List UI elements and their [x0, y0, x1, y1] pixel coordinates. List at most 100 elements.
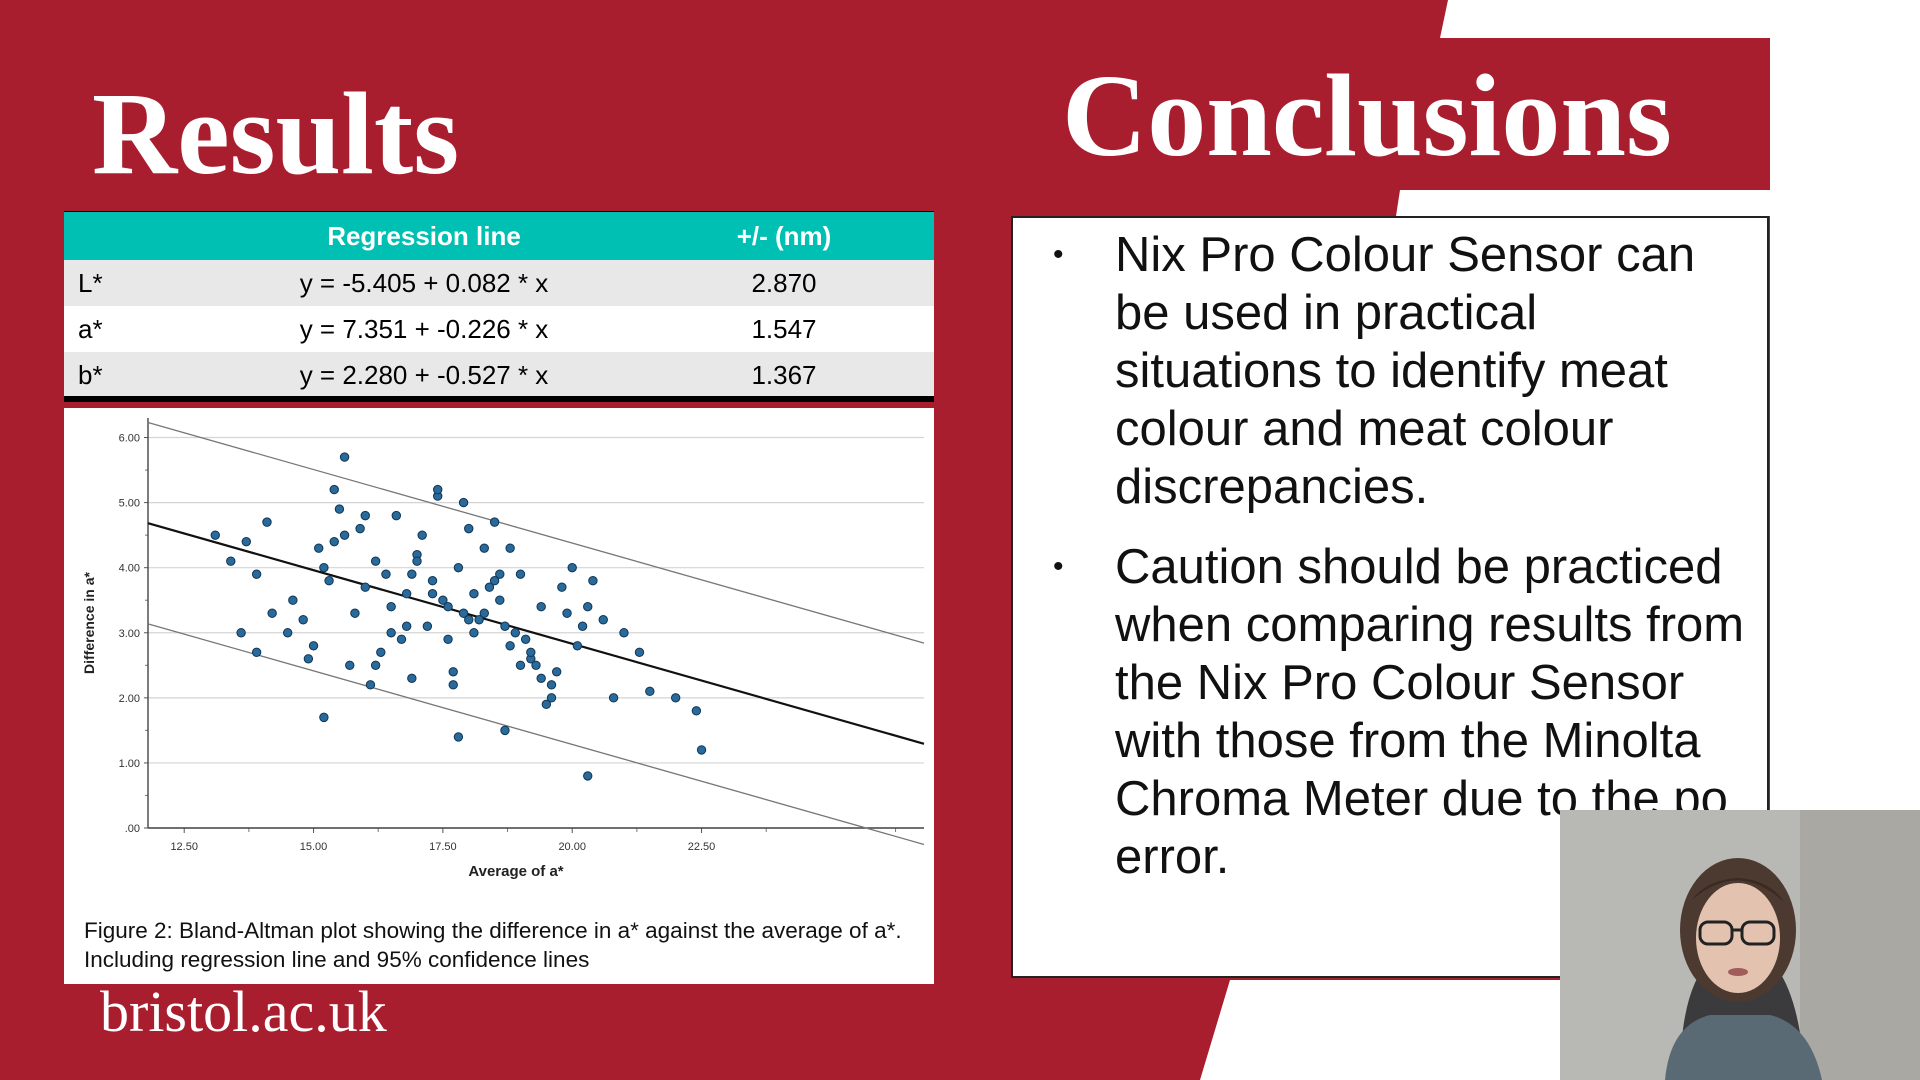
scatter-point: [433, 484, 443, 495]
scatter-point: [546, 680, 557, 690]
scatter-point: [288, 595, 298, 605]
scatter-point: [495, 595, 505, 605]
scatter-point: [479, 608, 489, 618]
scatter-point: [417, 530, 427, 540]
conclusion-bullet: • Nix Pro Colour Sensor can be used in pr…: [1033, 226, 1753, 516]
row-equation: y = 2.280 + -0.527 * x: [299, 359, 549, 390]
scatter-point: [381, 569, 391, 579]
figure-caption: Figure 2: Bland-Altman plot showing the …: [84, 918, 902, 972]
y-tick-label: 4.00: [119, 563, 140, 575]
scatter-point: [464, 523, 474, 534]
scatter-point: [500, 621, 510, 631]
scatter-point: [536, 673, 546, 684]
webcam-overlay: [1560, 810, 1920, 1080]
bullet-dot: •: [1053, 550, 1064, 583]
scatter-point: [453, 562, 464, 573]
y-tick-label: 5.00: [119, 498, 140, 510]
scatter-point: [355, 523, 365, 534]
scatter-point: [401, 621, 412, 631]
scatter-point: [608, 693, 619, 703]
scatter-point: [458, 497, 469, 508]
scatter-point: [251, 647, 262, 657]
scatter-point: [376, 647, 386, 657]
scatter-point: [391, 510, 402, 521]
scatter-point: [520, 634, 531, 644]
scatter-point: [583, 771, 593, 781]
y-tick-label: 3.00: [119, 628, 140, 640]
scatter-point: [370, 660, 381, 671]
x-tick-label: 17.50: [429, 841, 457, 853]
scatter-point: [505, 641, 515, 651]
scatter-point: [407, 673, 417, 684]
scatter-point: [448, 680, 458, 690]
table-header-row: Regression line +/- (nm): [64, 212, 934, 260]
scatter-point: [350, 608, 360, 618]
scatter-point: [448, 667, 458, 677]
x-tick-label: 12.50: [170, 841, 198, 853]
scatter-point: [226, 556, 236, 566]
scatter-point: [588, 575, 598, 586]
x-tick-label: 22.50: [688, 841, 716, 853]
scatter-point: [495, 569, 505, 579]
row-pm: 1.367: [751, 359, 817, 390]
results-title: Results: [92, 68, 460, 199]
scatter-point: [536, 602, 546, 612]
background-white-strip-mid: [1396, 190, 1770, 216]
scatter-point: [282, 628, 293, 638]
y-tick-label: 2.00: [119, 693, 140, 705]
background-white-strip-right: [1770, 38, 1920, 810]
scatter-point: [443, 634, 453, 644]
scatter-point: [645, 686, 655, 697]
scatter-point: [479, 543, 489, 553]
x-tick-label: 20.00: [558, 841, 586, 853]
scatter-point: [365, 680, 376, 690]
webcam-person-image: [1560, 810, 1920, 1080]
bland-altman-figure: .00 1.00 2.00 3.00 4.00 5.00 6.00 12.50 15.00 17.…: [64, 408, 934, 984]
scatter-point: [427, 575, 438, 586]
scatter-point: [634, 647, 645, 657]
scatter-point: [210, 530, 220, 540]
scatter-point: [438, 595, 448, 605]
scatter-point: [670, 693, 681, 703]
table-top-rule: [64, 211, 934, 217]
scatter-point: [598, 615, 608, 625]
scatter-point: [562, 608, 572, 618]
scatter-point: [619, 628, 629, 638]
scatter-point: [500, 725, 510, 736]
conclusion-text: Caution should be practiced when compari…: [1115, 540, 1745, 884]
row-label: b*: [78, 359, 103, 390]
scatter-point: [386, 628, 396, 638]
y-tick-label: .00: [125, 823, 140, 835]
bland-altman-plot: .00 1.00 2.00 3.00 4.00 5.00 6.00 12.50 15.00 17.…: [81, 418, 925, 880]
regression-line: [147, 522, 925, 745]
bullet-dot: •: [1053, 238, 1064, 271]
scatter-point: [696, 745, 707, 755]
scatter-point: [531, 660, 541, 671]
scatter-point: [489, 517, 500, 527]
row-equation: y = -5.405 + 0.082 * x: [299, 267, 549, 298]
row-pm: 1.547: [751, 313, 817, 344]
scatter-point: [505, 543, 515, 553]
row-label: L*: [78, 267, 103, 298]
scatter-point: [422, 621, 433, 631]
scatter-point: [515, 660, 526, 671]
scatter-point: [546, 693, 557, 703]
row-equation: y = 7.351 + -0.226 * x: [299, 313, 549, 344]
scatter-point: [319, 712, 329, 723]
table-bottom-rule: [64, 396, 934, 402]
table-row: L* y = -5.405 + 0.082 * x 2.870: [64, 260, 934, 306]
scatter-point: [551, 667, 562, 677]
upper-confidence-line: [147, 421, 925, 644]
scatter-point: [251, 569, 262, 579]
scatter-point: [308, 641, 319, 651]
x-tick-label: 15.00: [300, 841, 328, 853]
scatter-point: [557, 582, 567, 592]
scatter-point: [386, 602, 396, 612]
table-row: b* y = 2.280 + -0.527 * x 1.367: [64, 352, 934, 398]
table-row: a* y = 7.351 + -0.226 * x 1.547: [64, 306, 934, 352]
table-header-pm: +/- (nm): [736, 220, 832, 251]
scatter-point: [489, 575, 500, 586]
regression-table: Regression line +/- (nm) L* y = -5.405 +…: [64, 212, 934, 398]
scatter-point: [324, 575, 334, 586]
